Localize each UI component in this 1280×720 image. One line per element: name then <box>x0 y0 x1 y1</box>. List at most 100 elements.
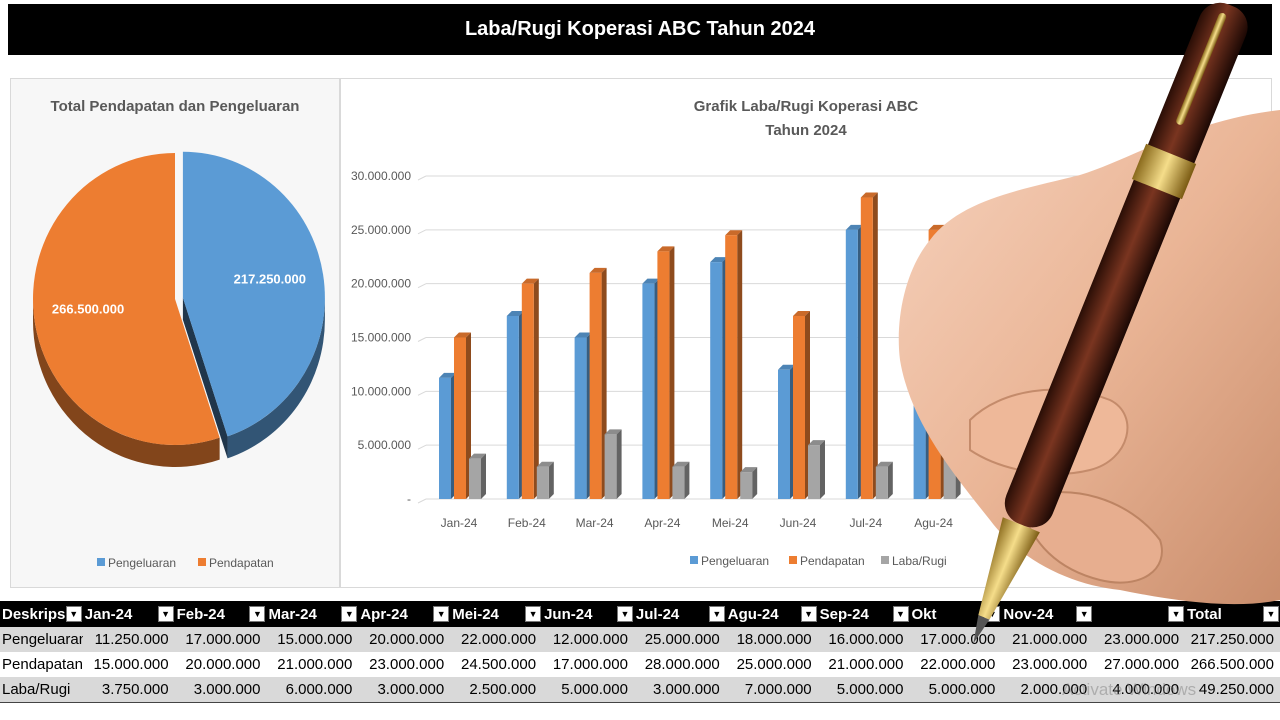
bar-pendapatan-jun-24 <box>793 315 805 499</box>
value-cell: 5.000.000 <box>817 677 910 703</box>
pie-data-label: 266.500.000 <box>52 301 124 316</box>
pie-data-label: 217.250.000 <box>234 271 306 286</box>
legend-label-pendapatan: Pendapatan <box>800 554 865 568</box>
pie-slice-side-pengeluaran <box>227 297 325 459</box>
value-cell: 23.000.000 <box>358 652 451 677</box>
bar-pendapatan-apr-24 <box>657 251 670 499</box>
gridline-3d <box>417 444 427 450</box>
y-tick-label: 5.000.000 <box>358 438 412 452</box>
legend-label-pendapatan: Pendapatan <box>209 556 274 570</box>
bar-top-pendapatan <box>657 246 675 252</box>
bar-side-laba/rugi <box>820 440 825 499</box>
bar-top-pendapatan <box>725 230 743 236</box>
filter-dropdown-icon[interactable]: ▼ <box>800 606 817 622</box>
column-header-label: Total <box>1187 605 1222 623</box>
bar-pengeluaran-agu-24 <box>913 305 926 499</box>
bar-pengeluaran-jul-24 <box>845 229 858 500</box>
value-cell: 23.000.000 <box>1093 627 1186 652</box>
gridline-3d <box>417 283 427 289</box>
filter-dropdown-icon[interactable]: ▼ <box>1263 606 1279 622</box>
value-cell: 17.000.000 <box>909 627 1002 652</box>
value-cell: 5.000.000 <box>909 677 1002 703</box>
bar-pendapatan-feb-24 <box>521 283 534 499</box>
x-tick-label: Mei-24 <box>712 516 749 530</box>
value-cell: 12.000.000 <box>542 627 634 652</box>
bar-side-pendapatan <box>737 230 743 499</box>
column-header-label: Jul-24 <box>635 605 680 623</box>
column-header: Agu-24 ▼ <box>725 601 818 627</box>
pie-chart-panel[interactable]: Total Pendapatan dan Pengeluaran 217.250… <box>10 78 340 588</box>
column-header: Total ▼ <box>1185 601 1280 627</box>
bar-pengeluaran-feb-24 <box>506 315 519 499</box>
bar-laba/rugi-feb-24 <box>536 466 549 499</box>
filter-dropdown-icon[interactable]: ▼ <box>525 606 542 622</box>
value-cell: 21.000.000 <box>266 652 359 677</box>
filter-dropdown-icon[interactable]: ▼ <box>708 606 725 622</box>
value-cell: 16.000.000 <box>817 627 910 652</box>
value-cell: 15.000.000 <box>266 627 359 652</box>
column-header: Okt ▼ <box>909 601 1002 627</box>
value-cell: 3.000.000 <box>174 677 267 703</box>
bar-pengeluaran-jun-24 <box>778 369 790 499</box>
bar-pendapatan-mar-24 <box>589 272 602 499</box>
column-header: Jul-24 ▼ <box>633 601 726 627</box>
column-header-label: Okt <box>911 605 937 623</box>
pie-slice-pendapatan <box>33 153 220 445</box>
bar-side-laba/rugi <box>752 467 758 499</box>
legend-swatch-laba/rugi <box>881 556 889 564</box>
bar-top-pengeluaran <box>506 310 524 316</box>
bar-top-pengeluaran <box>710 257 728 263</box>
filter-dropdown-icon[interactable]: ▼ <box>984 606 1001 622</box>
value-cell: 3.000.000 <box>358 677 451 703</box>
bar-top-pendapatan <box>521 278 539 284</box>
bar-chart-subtitle: Tahun 2024 <box>765 122 847 139</box>
column-header-label: Jun-24 <box>544 605 593 623</box>
value-cell: 5.000.000 <box>542 677 634 703</box>
bar-chart: Grafik Laba/Rugi Koperasi ABC Tahun 2024… <box>351 98 1261 568</box>
bar-laba/rugi-jul-24 <box>875 466 888 499</box>
value-cell: 23.000.000 <box>1001 652 1094 677</box>
bar-top-pengeluaran <box>439 372 456 378</box>
row-label-cell: Laba/Rugi <box>0 677 83 703</box>
column-header-label: Feb-24 <box>176 605 225 623</box>
pie-chart: Total Pendapatan dan Pengeluaran 217.250… <box>33 98 325 570</box>
bar-chart-panel[interactable]: Grafik Laba/Rugi Koperasi ABC Tahun 2024… <box>340 78 1272 588</box>
row-label-cell: Pengeluaran <box>0 627 83 652</box>
column-header-label: Deskripsi <box>2 605 70 623</box>
filter-dropdown-icon[interactable]: ▼ <box>341 606 358 622</box>
bar-laba/rugi-mar-24 <box>604 434 617 499</box>
bar-pendapatan-jan-24 <box>454 337 466 499</box>
value-cell: 22.000.000 <box>909 652 1002 677</box>
value-cell: 20.000.000 <box>174 652 267 677</box>
filter-dropdown-icon[interactable]: ▼ <box>433 606 450 622</box>
table-row: Laba/Rugi 3.750.000 3.000.000 6.000.000 3.00… <box>0 677 1280 703</box>
value-cell: 17.000.000 <box>542 652 634 677</box>
bar-laba/rugi-apr-24 <box>672 466 685 499</box>
pie-slice-edge-pengeluaran <box>182 297 228 459</box>
column-header: Nov-24 ▼ <box>1001 601 1094 627</box>
legend-swatch-pendapatan <box>789 556 797 564</box>
filter-dropdown-icon[interactable]: ▼ <box>65 606 82 622</box>
filter-dropdown-icon[interactable]: ▼ <box>249 606 266 622</box>
column-header-label: Agu-24 <box>727 605 779 623</box>
column-header: Apr-24 ▼ <box>358 601 451 627</box>
filter-dropdown-icon[interactable]: ▼ <box>1168 606 1185 622</box>
column-header-label: Mar-24 <box>268 605 317 623</box>
value-cell: 24.500.000 <box>450 652 543 677</box>
legend-label-pengeluaran: Pengeluaran <box>701 554 769 568</box>
value-cell: 21.000.000 <box>817 652 910 677</box>
filter-dropdown-icon[interactable]: ▼ <box>1076 606 1093 622</box>
bar-top-pendapatan <box>793 310 810 316</box>
bar-top-pengeluaran <box>574 332 592 338</box>
column-header: Deskripsi ▼ <box>0 601 83 627</box>
value-cell: 20.000.000 <box>358 627 451 652</box>
filter-dropdown-icon[interactable]: ▼ <box>157 606 174 622</box>
bar-laba/rugi-jan-24 <box>469 458 481 499</box>
gridline-3d <box>417 498 427 504</box>
filter-dropdown-icon[interactable]: ▼ <box>892 606 909 622</box>
bar-top-laba/rugi <box>875 461 893 467</box>
gridline-3d <box>417 390 427 396</box>
value-cell: 15.000.000 <box>82 652 175 677</box>
filter-dropdown-icon[interactable]: ▼ <box>616 606 633 622</box>
bar-top-pendapatan <box>454 332 471 338</box>
